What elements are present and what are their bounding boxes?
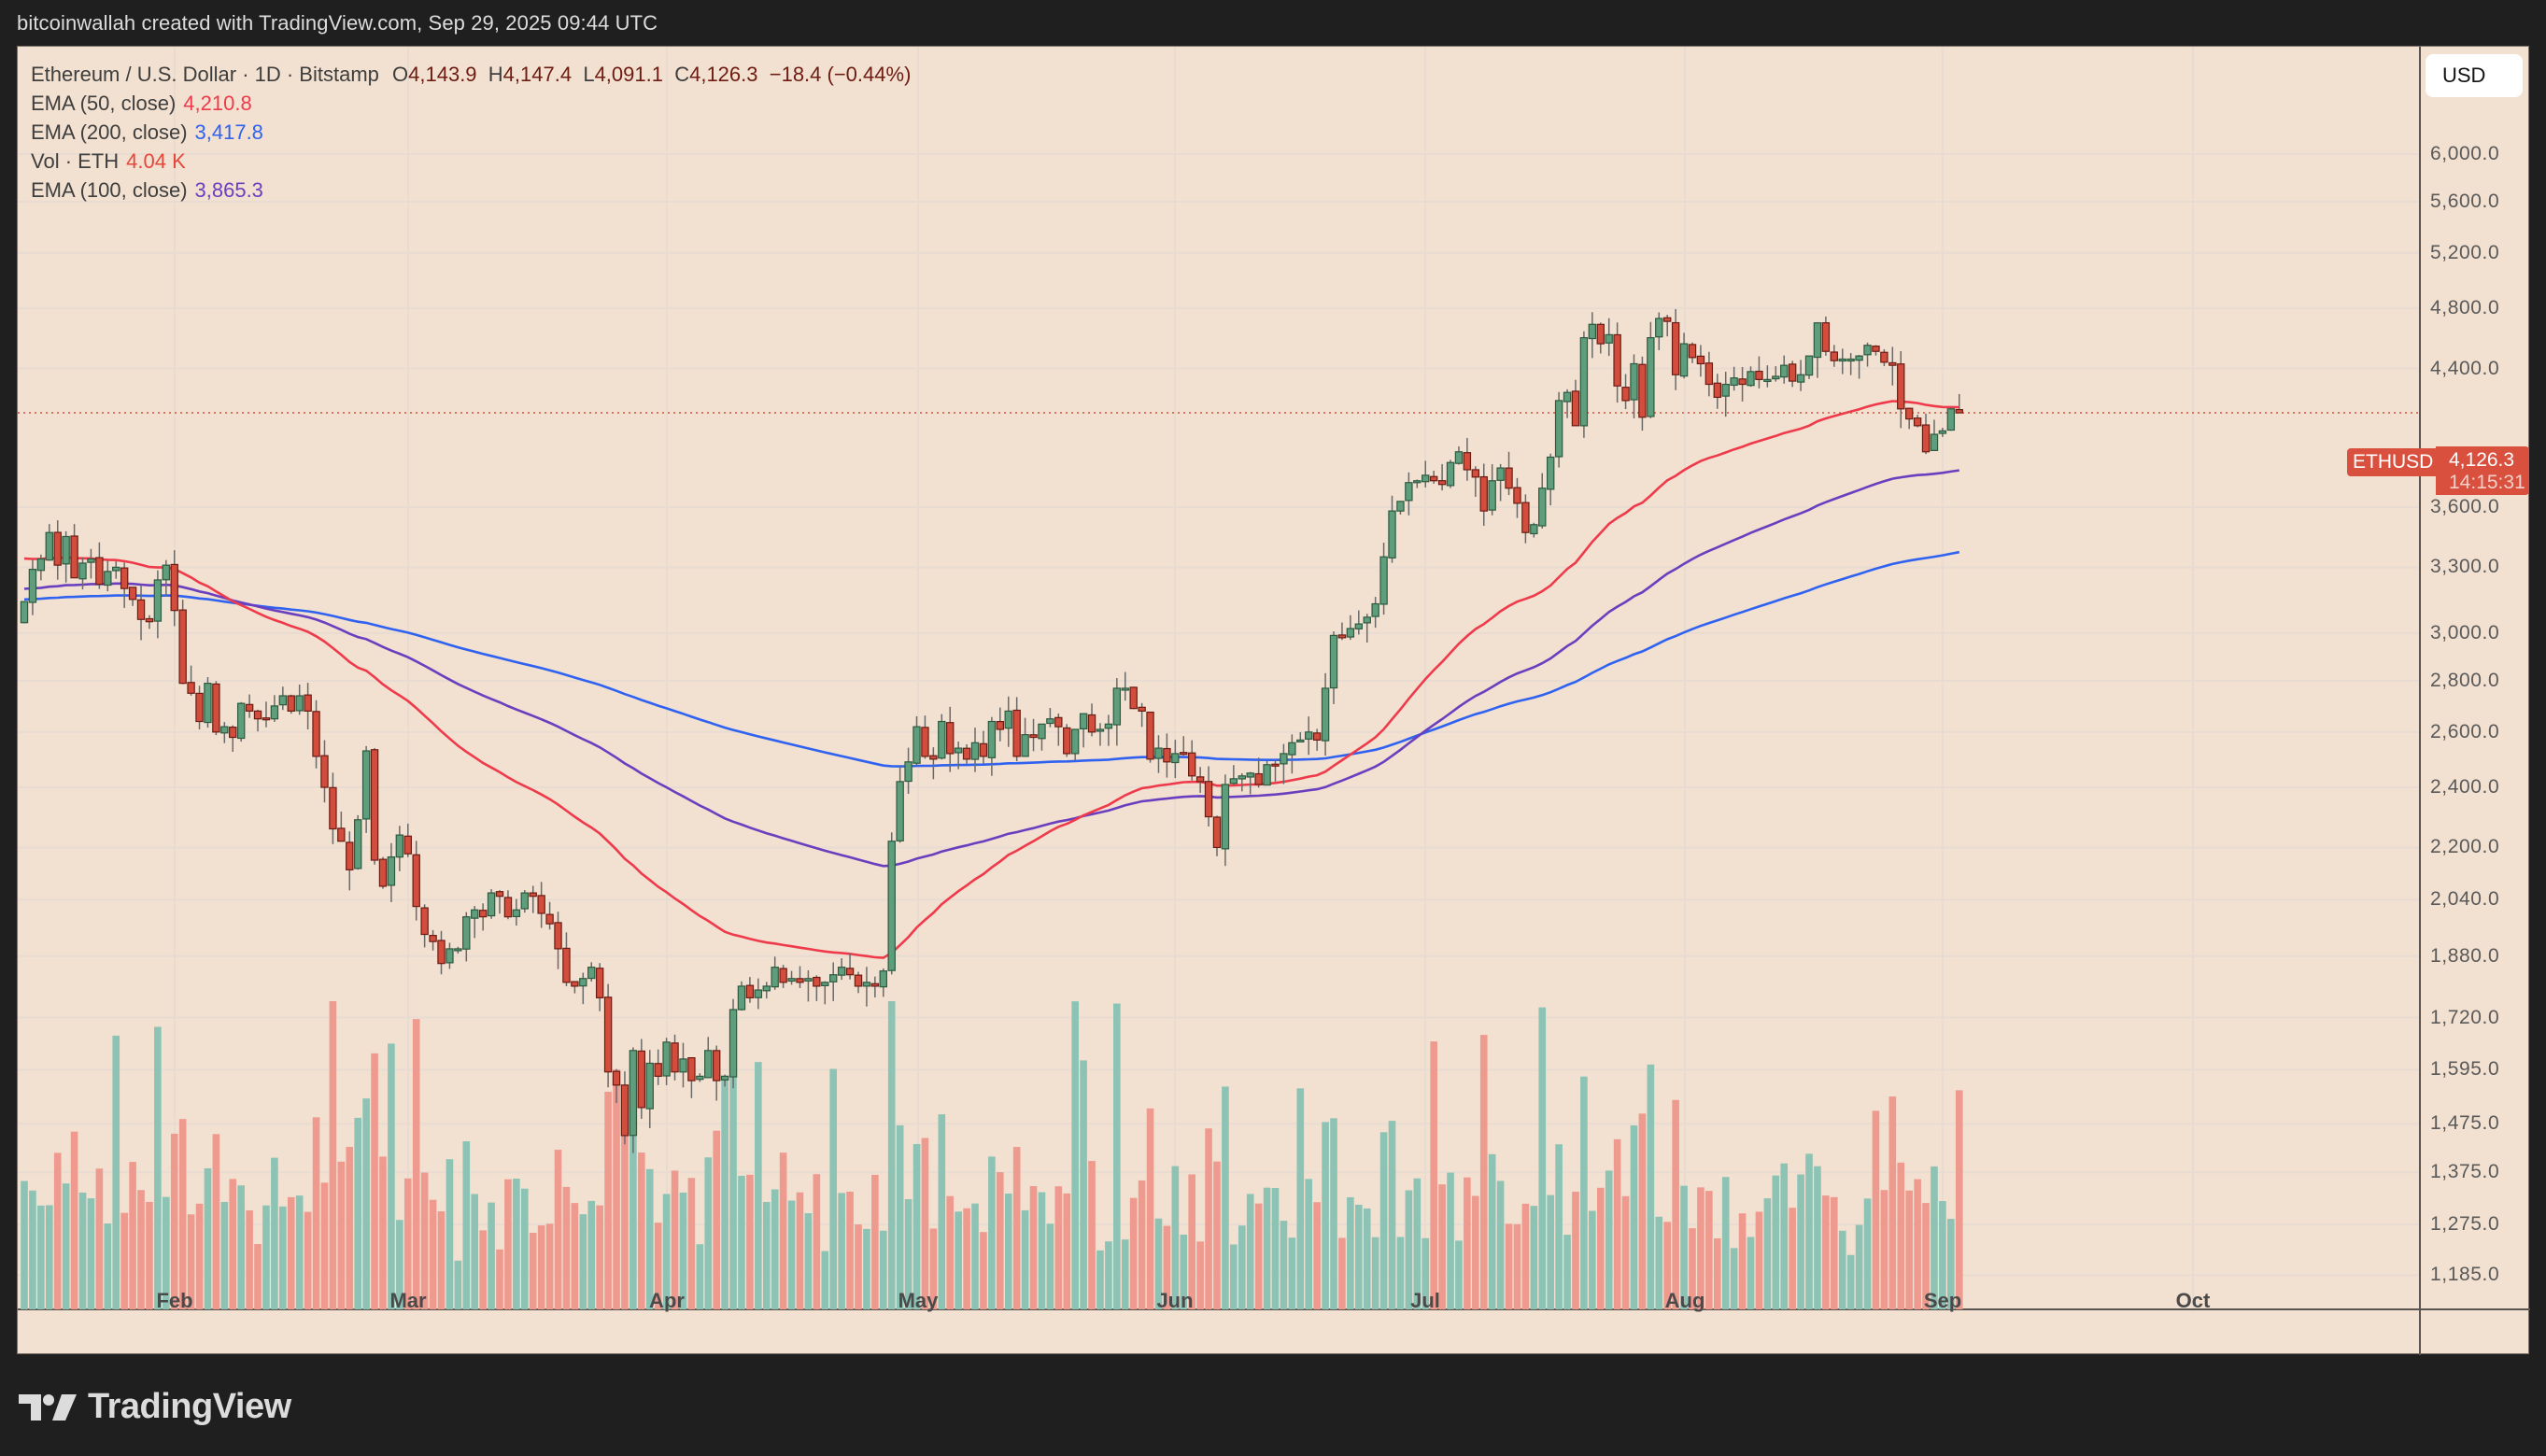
price-axis-label: 3,300.0 [2430, 556, 2500, 578]
ema100-value: 3,865.3 [194, 178, 263, 202]
price-axis-label: 2,600.0 [2430, 720, 2500, 742]
high-value: 4,147.4 [502, 63, 573, 86]
time-axis-label: Sep [1923, 1289, 1962, 1312]
time-axis-label: May [898, 1289, 939, 1312]
open-value: 4,143.9 [408, 63, 477, 86]
price-axis-label: 1,880.0 [2430, 944, 2500, 967]
price-axis-label: 5,200.0 [2430, 241, 2500, 263]
price-axis-label: 2,800.0 [2430, 669, 2500, 691]
chart-legend: Ethereum / U.S. Dollar · 1D · Bitstamp O… [31, 60, 911, 205]
price-axis-label: 4,400.0 [2430, 357, 2500, 379]
high-label: H [488, 63, 503, 86]
legend-volume[interactable]: Vol · ETH 4.04 K [31, 147, 911, 176]
volume-label: Vol · ETH [31, 149, 120, 173]
change-value: −18.4 (−0.44%) [769, 63, 912, 86]
currency-button[interactable]: USD [2426, 54, 2523, 97]
chart-canvas[interactable] [18, 47, 2530, 1355]
attribution-text: bitcoinwallah created with TradingView.c… [17, 11, 658, 35]
open-label: O [392, 63, 409, 86]
ema100-label: EMA (100, close) [31, 178, 188, 202]
price-axis-label: 1,475.0 [2430, 1112, 2500, 1135]
symbol-price-tag: ETHUSD [2347, 448, 2440, 476]
close-label: C [674, 63, 690, 86]
time-axis-label: Feb [156, 1289, 193, 1312]
chart-frame[interactable]: Ethereum / U.S. Dollar · 1D · Bitstamp O… [17, 46, 2530, 1355]
time-axis-label: Apr [649, 1289, 685, 1312]
legend-symbol-row[interactable]: Ethereum / U.S. Dollar · 1D · Bitstamp O… [31, 60, 911, 89]
low-label: L [583, 63, 595, 86]
time-axis-label: Mar [389, 1289, 427, 1312]
last-price-label: 4,126.3 14:15:31 [2436, 446, 2529, 495]
tradingview-logo[interactable]: TradingView [19, 1387, 291, 1427]
ema50-label: EMA (50, close) [31, 92, 177, 115]
price-axis-label: 6,000.0 [2430, 142, 2500, 164]
tradingview-logo-icon [19, 1393, 77, 1421]
price-axis-label: 1,720.0 [2430, 1006, 2500, 1028]
legend-ema100[interactable]: EMA (100, close) 3,865.3 [31, 176, 911, 205]
close-value: 4,126.3 [689, 63, 758, 86]
price-axis-label: 2,200.0 [2430, 836, 2500, 858]
symbol-title[interactable]: Ethereum / U.S. Dollar · 1D · Bitstamp [31, 63, 379, 86]
price-axis-label: 5,600.0 [2430, 191, 2500, 213]
price-axis-label: 1,595.0 [2430, 1058, 2500, 1081]
time-axis-label: Oct [2175, 1289, 2211, 1312]
volume-value: 4.04 K [126, 149, 186, 173]
price-axis-label: 1,375.0 [2430, 1161, 2500, 1183]
logo-wordmark: TradingView [88, 1387, 291, 1426]
legend-ema50[interactable]: EMA (50, close) 4,210.8 [31, 89, 911, 118]
time-axis-label: Jul [1410, 1289, 1440, 1312]
bar-countdown: 14:15:31 [2449, 472, 2525, 493]
time-axis-label: Aug [1664, 1289, 1705, 1312]
low-value: 4,091.1 [594, 63, 663, 86]
price-axis-label: 3,000.0 [2430, 621, 2500, 643]
legend-ema200[interactable]: EMA (200, close) 3,417.8 [31, 118, 911, 147]
price-axis-label: 2,400.0 [2430, 776, 2500, 799]
ema200-value: 3,417.8 [194, 120, 263, 144]
price-axis-label: 1,275.0 [2430, 1213, 2500, 1236]
price-axis-label: 2,040.0 [2430, 888, 2500, 911]
price-axis-label: 4,800.0 [2430, 297, 2500, 319]
price-axis-label: 1,185.0 [2430, 1264, 2500, 1286]
last-price-value: 4,126.3 [2449, 449, 2515, 471]
time-axis-label: Jun [1156, 1289, 1194, 1312]
ema50-value: 4,210.8 [183, 92, 252, 115]
price-axis-label: 3,600.0 [2430, 496, 2500, 517]
ema200-label: EMA (200, close) [31, 120, 188, 144]
